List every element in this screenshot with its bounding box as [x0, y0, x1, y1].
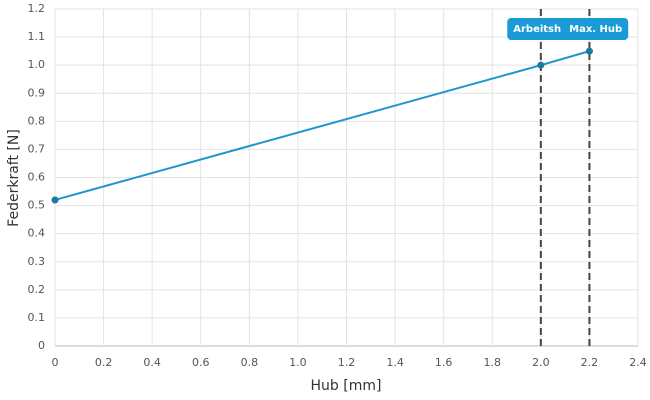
x-tick-label: 2.4 — [629, 356, 647, 369]
y-tick-label: 0.5 — [28, 199, 46, 212]
y-tick-label: 0.7 — [28, 142, 46, 155]
x-tick-label: 0.4 — [143, 356, 161, 369]
data-point — [51, 196, 59, 204]
x-axis-title: Hub [mm] — [311, 378, 382, 394]
y-tick-label: 1.2 — [28, 2, 46, 15]
y-tick-label: 1.0 — [28, 58, 46, 71]
y-tick-label: 0.2 — [28, 283, 46, 296]
x-tick-label: 1.2 — [338, 356, 356, 369]
annotation-label: Max. Hub — [569, 24, 622, 35]
annotation-label: Arbeitsh — [513, 24, 561, 35]
x-tick-label: 0.8 — [241, 356, 259, 369]
y-tick-label: 0 — [38, 339, 45, 352]
y-tick-label: 0.9 — [28, 86, 46, 99]
data-point — [585, 47, 593, 55]
x-tick-label: 0.2 — [95, 356, 113, 369]
y-tick-label: 0.1 — [28, 311, 46, 324]
x-tick-label: 1.8 — [484, 356, 502, 369]
annotation-box: Arbeitsh Max. Hub — [507, 18, 629, 40]
x-tick-label: 0 — [52, 356, 59, 369]
x-tick-label: 2.0 — [532, 356, 550, 369]
x-tick-label: 0.6 — [192, 356, 210, 369]
y-axis-title: Federkraft [N] — [6, 129, 22, 227]
y-tick-label: 0.6 — [28, 171, 46, 184]
y-tick-label: 0.8 — [28, 114, 46, 127]
annotation-bg — [507, 18, 629, 40]
x-tick-label: 1.0 — [289, 356, 307, 369]
data-point — [537, 61, 545, 69]
y-tick-label: 0.3 — [28, 255, 46, 268]
x-tick-label: 2.2 — [581, 356, 599, 369]
x-tick-label: 1.4 — [386, 356, 404, 369]
x-tick-label: 1.6 — [435, 356, 453, 369]
y-tick-label: 1.1 — [28, 30, 46, 43]
y-tick-label: 0.4 — [28, 227, 46, 240]
